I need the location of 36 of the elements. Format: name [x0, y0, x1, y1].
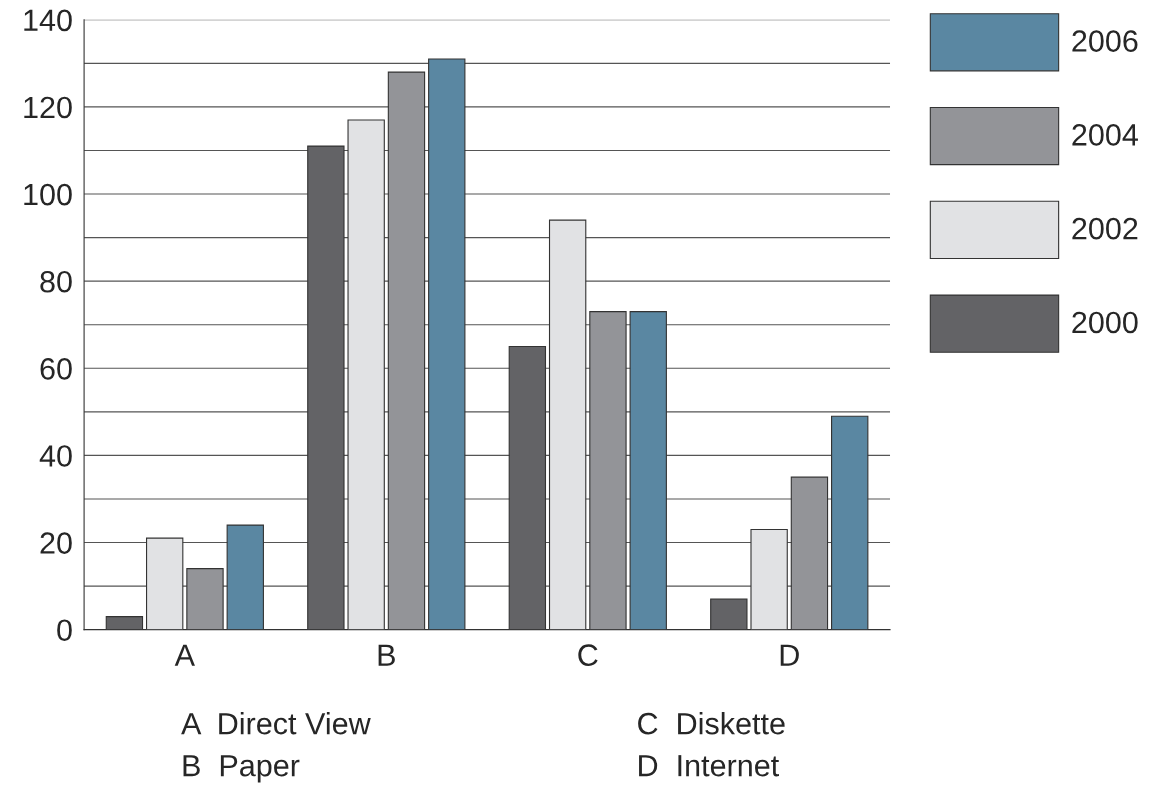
x-tick-label: B	[378, 644, 395, 666]
bar	[508, 345, 547, 630]
legend-label: 2006	[1072, 30, 1138, 52]
bar	[428, 58, 466, 630]
y-tick-label: 20	[40, 532, 72, 554]
bar	[831, 415, 869, 630]
bar	[750, 528, 788, 630]
y-tick-label: 40	[39, 445, 72, 467]
bar	[105, 616, 144, 630]
bar	[347, 119, 385, 630]
text: C Diskette	[638, 712, 785, 735]
y-tick-label: 60	[40, 358, 72, 380]
bar	[710, 598, 748, 630]
y-tick-label: 80	[40, 270, 72, 293]
text: A Direct View	[181, 712, 371, 735]
bar	[548, 219, 587, 630]
bar	[186, 568, 224, 630]
text: D Internet	[639, 755, 779, 777]
bar	[145, 537, 184, 630]
legend-label: 2004	[1072, 124, 1138, 146]
bar	[790, 476, 829, 630]
x-tick-label: C	[578, 644, 598, 666]
legend-label: 2002	[1072, 217, 1138, 240]
y-tick-label: 0	[57, 619, 72, 642]
bar	[387, 71, 426, 630]
y-tick-label: 140	[24, 9, 72, 32]
y-tick-label: 120	[24, 96, 72, 119]
text: B Paper	[183, 755, 300, 783]
y-tick-label: 100	[24, 183, 72, 206]
bar	[629, 311, 667, 630]
legend-label: 2000	[1072, 311, 1138, 334]
x-tick-label: D	[780, 644, 799, 666]
bar	[589, 311, 627, 630]
bar	[226, 524, 264, 630]
bar	[307, 145, 345, 630]
x-tick-label: A	[174, 644, 195, 666]
